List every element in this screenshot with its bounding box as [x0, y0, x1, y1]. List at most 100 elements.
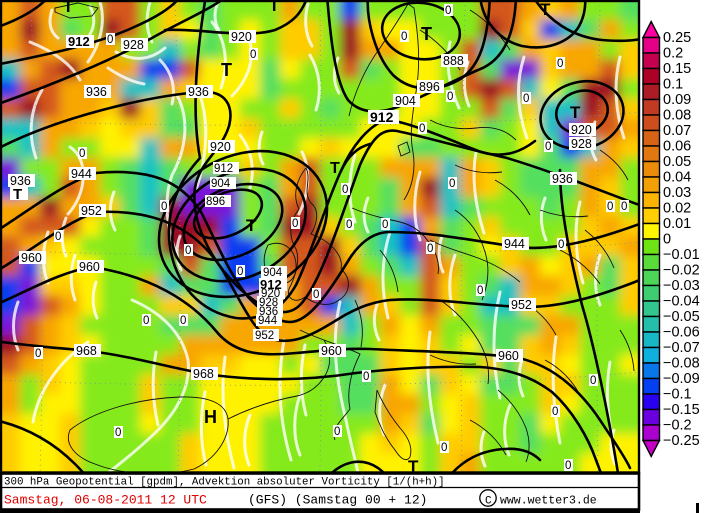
svg-text:0.04: 0.04	[663, 170, 691, 186]
svg-text:0: 0	[342, 184, 348, 196]
svg-text:952: 952	[511, 298, 532, 312]
svg-text:0: 0	[590, 375, 596, 387]
svg-text:0: 0	[346, 219, 352, 231]
svg-text:0: 0	[161, 201, 167, 213]
svg-text:960: 960	[79, 260, 100, 274]
svg-text:T: T	[330, 160, 340, 177]
svg-text:0.09: 0.09	[663, 92, 691, 108]
svg-text:0.08: 0.08	[663, 108, 691, 124]
svg-text:H: H	[204, 407, 217, 427]
svg-text:0: 0	[445, 5, 451, 17]
svg-text:C: C	[485, 496, 492, 508]
svg-text:0: 0	[313, 289, 319, 301]
svg-text:936: 936	[10, 174, 31, 188]
svg-text:T: T	[540, 0, 551, 19]
svg-text:300 hPa Geopotential [gpdm], A: 300 hPa Geopotential [gpdm], Advektion a…	[4, 477, 445, 489]
svg-text:952: 952	[255, 330, 274, 342]
svg-text:0: 0	[180, 315, 186, 327]
svg-text:936: 936	[259, 306, 278, 318]
svg-text:920: 920	[231, 30, 252, 44]
svg-text:0: 0	[449, 178, 455, 190]
svg-text:0: 0	[565, 460, 571, 472]
svg-text:T: T	[408, 457, 419, 476]
svg-text:912: 912	[260, 277, 282, 292]
svg-text:0: 0	[663, 232, 671, 248]
svg-text:T: T	[13, 186, 22, 203]
svg-text:920: 920	[571, 123, 592, 137]
svg-text:0: 0	[477, 285, 483, 297]
svg-text:−0.07: −0.07	[663, 340, 700, 356]
svg-text:0: 0	[545, 141, 551, 153]
svg-text:−0.05: −0.05	[663, 309, 700, 325]
svg-text:912: 912	[214, 163, 233, 175]
svg-text:0: 0	[185, 245, 191, 257]
svg-text:T: T	[246, 216, 257, 235]
svg-text:−0.04: −0.04	[663, 294, 700, 310]
svg-text:960: 960	[321, 344, 342, 358]
svg-text:T: T	[570, 103, 581, 122]
svg-text:888: 888	[443, 54, 464, 68]
svg-text:Samstag, 06-08-2011 12 UTC: Samstag, 06-08-2011 12 UTC	[4, 493, 207, 508]
svg-text:912: 912	[370, 109, 394, 125]
svg-text:−0.25: −0.25	[663, 433, 700, 449]
svg-text:T: T	[421, 24, 432, 44]
svg-text:928: 928	[259, 297, 278, 309]
svg-text:T: T	[269, 0, 280, 15]
svg-text:928: 928	[571, 137, 592, 151]
svg-text:904: 904	[263, 267, 283, 279]
svg-text:−0.03: −0.03	[663, 278, 700, 294]
svg-text:904: 904	[211, 178, 231, 190]
svg-text:960: 960	[21, 251, 42, 265]
svg-text:−0.06: −0.06	[663, 325, 700, 341]
svg-text:0: 0	[419, 123, 425, 135]
svg-text:0.15: 0.15	[663, 61, 691, 77]
svg-text:0: 0	[55, 231, 61, 243]
svg-text:0: 0	[115, 427, 121, 439]
svg-text:www.wetter3.de: www.wetter3.de	[500, 495, 597, 508]
svg-text:0: 0	[107, 34, 113, 46]
svg-text:0.05: 0.05	[663, 154, 691, 170]
svg-text:944: 944	[71, 167, 92, 181]
svg-text:T: T	[63, 0, 74, 16]
svg-text:0.07: 0.07	[663, 123, 691, 139]
svg-text:−0.2: −0.2	[663, 418, 692, 434]
svg-text:0: 0	[237, 266, 243, 278]
svg-text:952: 952	[81, 204, 102, 218]
svg-text:0: 0	[621, 201, 627, 213]
svg-text:0.1: 0.1	[663, 77, 683, 93]
svg-text:0: 0	[382, 219, 388, 231]
svg-text:904: 904	[395, 94, 416, 108]
svg-text:−0.15: −0.15	[663, 402, 700, 418]
svg-text:(GFS) (Samstag 00 + 12): (GFS) (Samstag 00 + 12)	[248, 493, 427, 508]
svg-text:928: 928	[123, 38, 144, 52]
svg-text:0.25: 0.25	[663, 30, 691, 46]
svg-text:0: 0	[292, 218, 298, 230]
svg-text:896: 896	[419, 80, 440, 94]
svg-text:920: 920	[261, 288, 280, 300]
svg-text:0: 0	[143, 315, 149, 327]
svg-text:968: 968	[76, 344, 97, 358]
svg-text:−0.01: −0.01	[663, 247, 700, 263]
svg-text:0: 0	[401, 31, 407, 43]
svg-text:0: 0	[334, 426, 340, 438]
svg-text:0: 0	[447, 91, 453, 103]
svg-text:0: 0	[441, 442, 447, 454]
svg-text:944: 944	[258, 315, 278, 327]
svg-text:936: 936	[552, 172, 573, 186]
svg-text:0: 0	[523, 93, 529, 105]
svg-text:−0.08: −0.08	[663, 356, 700, 372]
svg-text:920: 920	[210, 140, 231, 154]
svg-text:0: 0	[552, 406, 558, 418]
svg-text:936: 936	[188, 85, 209, 99]
svg-text:0.03: 0.03	[663, 185, 691, 201]
svg-text:0.2: 0.2	[663, 46, 683, 62]
svg-text:936: 936	[86, 85, 107, 99]
svg-text:0.06: 0.06	[663, 139, 691, 155]
svg-text:0.01: 0.01	[663, 216, 691, 232]
svg-text:0: 0	[363, 371, 369, 383]
svg-text:−0.09: −0.09	[663, 371, 700, 387]
svg-text:912: 912	[68, 34, 90, 49]
svg-text:944: 944	[504, 237, 525, 251]
svg-text:0: 0	[558, 239, 564, 251]
svg-text:−0.1: −0.1	[663, 387, 692, 403]
